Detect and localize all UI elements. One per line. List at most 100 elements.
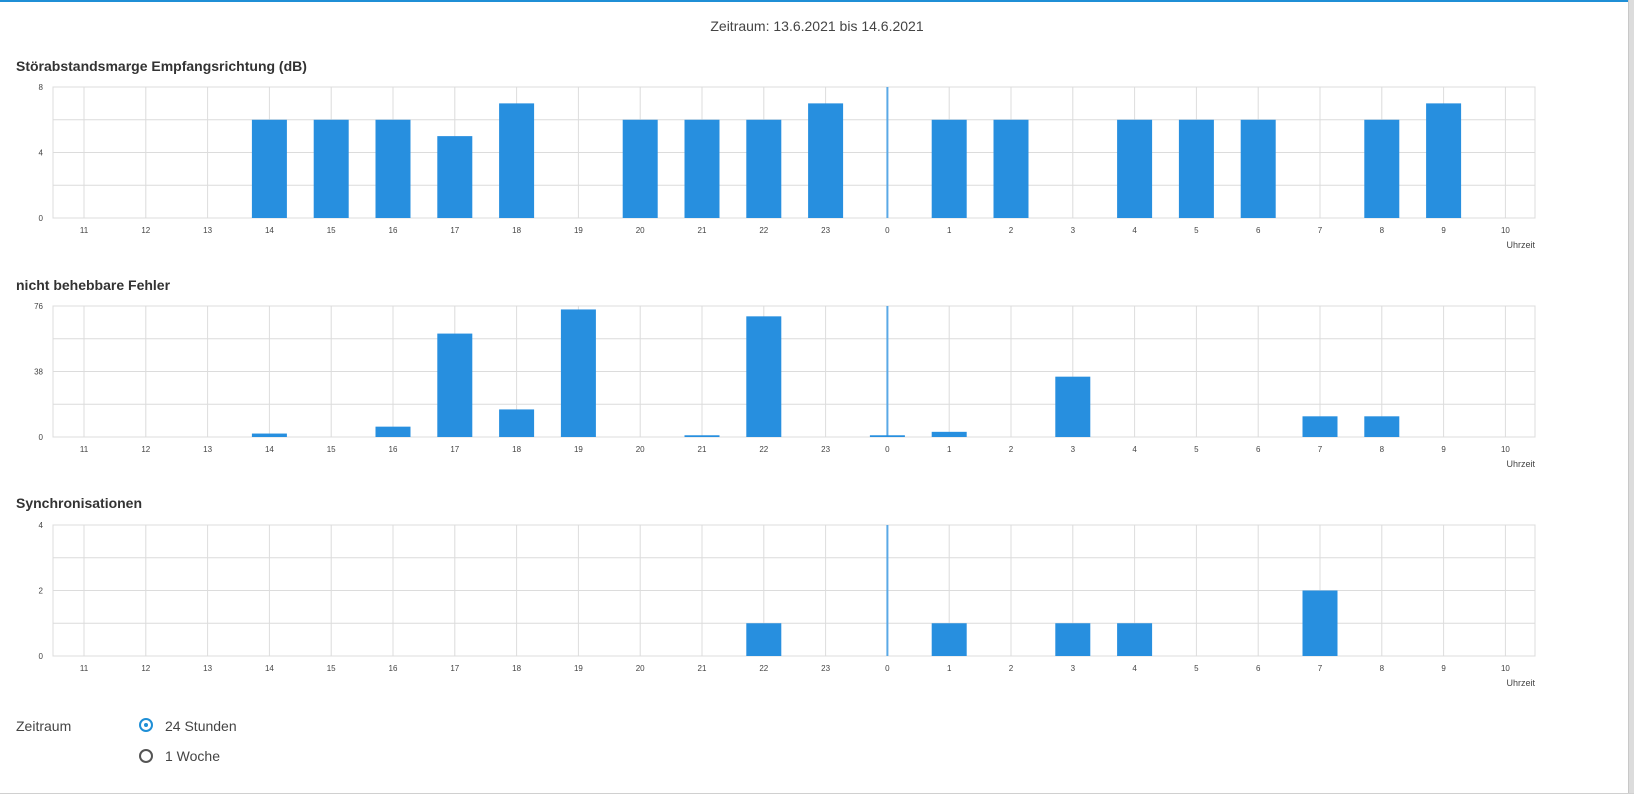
bar [746,119,782,218]
x-tick-label: 16 [389,226,398,235]
x-tick-label: 3 [1071,664,1076,673]
x-tick-label: 8 [1380,664,1385,673]
bar [375,119,411,218]
bar [746,316,782,437]
y-tick-label: 8 [39,83,44,92]
x-tick-label: 9 [1441,445,1446,454]
x-tick-label: 11 [80,226,89,235]
x-tick-label: 10 [1501,664,1510,673]
period-selector-label: Zeitraum [16,718,72,734]
y-tick-label: 0 [39,214,44,223]
x-tick-label: 7 [1318,664,1323,673]
bar [1240,119,1276,218]
right-border [1628,0,1629,794]
y-tick-label: 4 [39,149,44,158]
x-tick-label: 19 [574,445,583,454]
x-tick-label: 0 [885,664,890,673]
x-tick-label: 13 [203,445,212,454]
bar [1364,119,1400,218]
chart-title-errors: nicht behebbare Fehler [16,277,171,293]
x-tick-label: 15 [327,226,336,235]
x-tick-label: 12 [141,226,150,235]
x-tick-label: 18 [512,226,521,235]
x-tick-label: 17 [450,664,459,673]
y-tick-label: 2 [39,587,44,596]
bar [251,433,287,437]
x-tick-label: 21 [698,664,707,673]
bar [684,435,720,437]
x-tick-label: 21 [698,226,707,235]
bar [1364,416,1400,437]
radio-24h[interactable] [139,718,153,732]
bar [437,136,473,218]
x-tick-label: 22 [759,445,768,454]
x-tick-label: 1 [947,226,952,235]
x-tick-label: 20 [636,445,645,454]
x-tick-label: 23 [821,445,830,454]
x-tick-label: 11 [80,445,89,454]
x-tick-label: 16 [389,664,398,673]
y-tick-label: 4 [39,521,44,530]
chart-title-sync: Synchronisationen [16,495,143,511]
y-tick-label: 38 [34,368,43,377]
x-tick-label: 0 [885,226,890,235]
plot-frame [52,305,1536,438]
x-tick-label: 5 [1194,226,1199,235]
x-tick-label: 23 [821,664,830,673]
x-tick-label: 3 [1071,445,1076,454]
radio-1week-label[interactable]: 1 Woche [165,748,220,764]
x-tick-label: 4 [1132,445,1137,454]
x-tick-label: 15 [327,664,336,673]
x-tick-label: 18 [512,664,521,673]
x-tick-label: 1 [947,664,952,673]
x-tick-label: 14 [265,226,274,235]
x-tick-label: 5 [1194,445,1199,454]
x-tick-label: 14 [265,445,274,454]
bar [1117,119,1153,218]
x-tick-label: 9 [1441,226,1446,235]
x-tick-label: 4 [1132,664,1137,673]
bar [499,409,535,437]
x-tick-label: 8 [1380,226,1385,235]
x-tick-label: 6 [1256,226,1261,235]
x-axis-label: Uhrzeit [1506,678,1535,688]
bar [1302,590,1338,656]
bar [869,435,905,437]
x-tick-label: 0 [885,445,890,454]
bar [1426,103,1462,218]
x-tick-label: 16 [389,445,398,454]
x-tick-label: 13 [203,226,212,235]
x-tick-label: 17 [450,226,459,235]
radio-1week[interactable] [139,749,153,763]
bar [1055,623,1091,656]
x-tick-label: 7 [1318,445,1323,454]
bar [437,333,473,437]
x-tick-label: 19 [574,226,583,235]
y-tick-label: 0 [39,652,44,661]
x-tick-label: 2 [1009,445,1014,454]
x-tick-label: 21 [698,445,707,454]
x-tick-label: 22 [759,664,768,673]
x-tick-label: 10 [1501,226,1510,235]
plot-frame [52,524,1536,657]
chart-title-snr: Störabstandsmarge Empfangsrichtung (dB) [16,58,307,74]
bar [993,119,1029,218]
x-tick-label: 12 [141,445,150,454]
bar [1178,119,1214,218]
top-accent-line [0,0,1634,2]
x-tick-label: 14 [265,664,274,673]
bar [931,431,967,437]
x-tick-label: 5 [1194,664,1199,673]
scrollbar[interactable] [1629,0,1634,794]
x-tick-label: 2 [1009,664,1014,673]
bar [684,119,720,218]
x-tick-label: 11 [80,664,89,673]
bar [1117,623,1153,656]
plot-frame [52,86,1536,219]
radio-24h-label[interactable]: 24 Stunden [165,718,237,734]
x-tick-label: 10 [1501,445,1510,454]
bar [375,426,411,437]
bar [313,119,349,218]
